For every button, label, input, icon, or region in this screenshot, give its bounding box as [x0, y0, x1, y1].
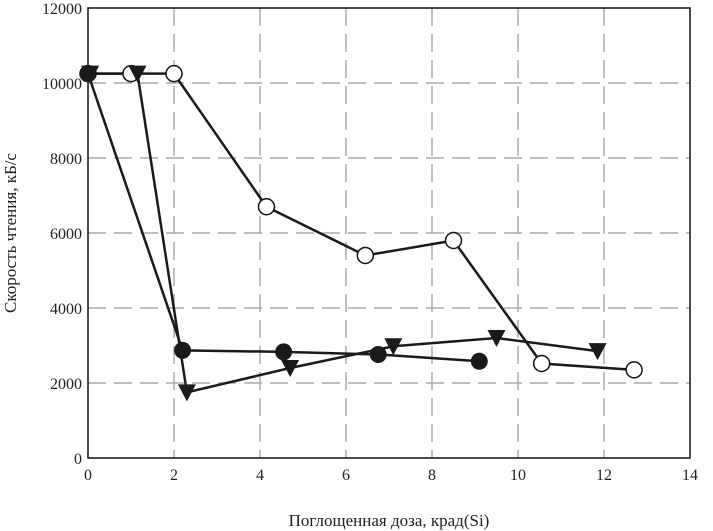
x-tick-label: 2	[170, 467, 178, 484]
plot-frame	[87, 7, 691, 459]
x-axis-label: Поглощенная доза, крад(Si)	[289, 511, 490, 530]
triangle-point	[588, 343, 607, 361]
open-circle-point	[444, 231, 463, 250]
x-tick-label: 10	[510, 467, 526, 484]
y-tick-label: 0	[74, 451, 82, 468]
x-tick-label: 14	[682, 467, 698, 484]
triangle-point	[384, 338, 403, 356]
triangle-point	[281, 360, 300, 377]
x-tick-label: 4	[256, 467, 264, 484]
open-circles-line	[88, 72, 635, 372]
y-tick-label: 10000	[42, 76, 82, 93]
filled-circle-point	[470, 352, 488, 370]
x-tick-label: 6	[342, 467, 350, 484]
y-tick-label: 6000	[50, 226, 82, 243]
tick-labels: 0 2 4 6 8 10 12 14 0 2000 4000 6000 8000 10000 12000	[42, 1, 698, 484]
x-tick-label: 12	[596, 467, 612, 484]
y-tick-label: 4000	[50, 301, 82, 318]
y-axis-label: Скорость чтения, кБ/с	[1, 153, 20, 313]
open-circle-point	[532, 354, 551, 373]
open-circle-point	[625, 361, 643, 379]
triangle-point	[128, 65, 147, 83]
open-circle-point	[356, 246, 375, 265]
x-tick-label: 8	[428, 467, 436, 484]
x-tick-label: 0	[84, 467, 92, 484]
filled-circle-point	[369, 346, 387, 363]
filled-circle-point	[79, 65, 97, 83]
triangle-point	[177, 384, 196, 402]
filled-circle-point	[275, 343, 293, 361]
filled-circles-line	[86, 73, 480, 363]
y-tick-label: 8000	[50, 151, 82, 168]
grid	[88, 8, 690, 458]
open-circle-point	[165, 64, 183, 83]
triangle-point	[487, 330, 506, 347]
filled-circle-point	[174, 341, 192, 359]
open-circle-point	[257, 198, 276, 216]
y-tick-label: 2000	[50, 376, 82, 393]
series-group	[79, 64, 643, 402]
y-tick-label: 12000	[42, 1, 82, 18]
